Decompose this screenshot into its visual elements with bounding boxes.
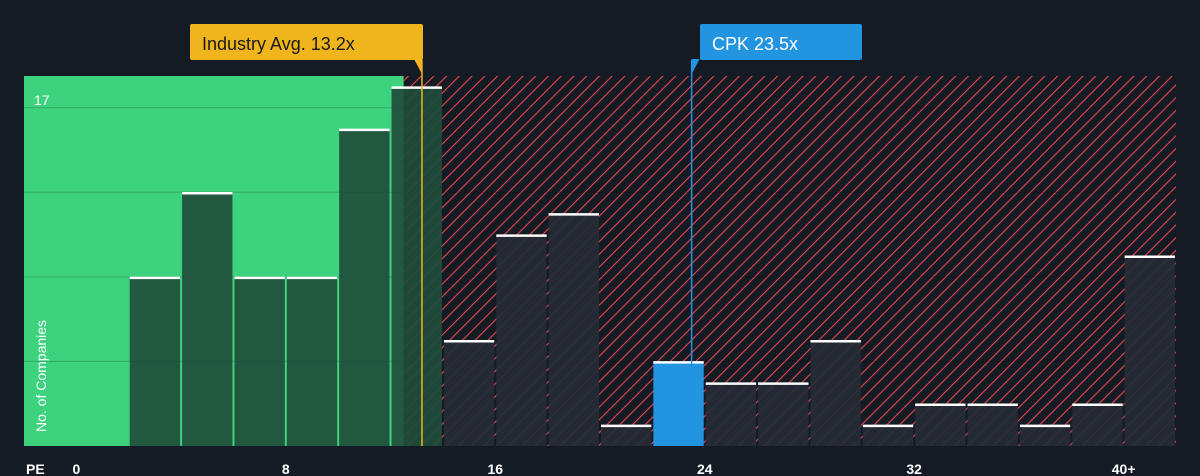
x-tick-label: 8 <box>282 461 290 476</box>
x-tick-label: 24 <box>697 461 713 476</box>
histogram-bar <box>182 192 233 446</box>
company-label: CPK 23.5x <box>712 34 798 54</box>
histogram-bar <box>286 276 338 446</box>
histogram-bar <box>601 424 652 446</box>
histogram-bar <box>758 382 809 446</box>
company-badge: CPK 23.5x <box>691 24 862 74</box>
histogram-bar <box>967 403 1018 446</box>
industry-avg-label: Industry Avg. 13.2x <box>202 34 355 54</box>
histogram-bar <box>548 213 599 446</box>
histogram-bar <box>810 340 861 446</box>
histogram-bar <box>1019 424 1071 446</box>
industry-avg-badge: Industry Avg. 13.2x <box>190 24 423 74</box>
y-max-label: 17 <box>34 92 50 108</box>
histogram-bar <box>391 86 442 447</box>
y-axis-label: No. of Companies <box>33 320 49 432</box>
x-tick-label: 16 <box>487 461 503 476</box>
histogram-bar <box>653 361 704 446</box>
x-tick-label: 32 <box>906 461 922 476</box>
x-tick-label: 40+ <box>1112 461 1136 476</box>
x-axis-label: PE <box>26 461 45 476</box>
histogram-bar <box>129 276 181 446</box>
histogram-bar <box>862 424 914 446</box>
histogram-bar <box>915 403 966 446</box>
histogram-bar <box>443 340 495 446</box>
histogram-bar <box>1124 255 1175 446</box>
histogram-bar <box>339 128 390 446</box>
x-tick-label: 0 <box>72 461 80 476</box>
histogram-bar <box>1072 403 1123 446</box>
histogram-bar <box>234 276 285 446</box>
histogram-bar <box>496 234 547 446</box>
histogram-bar <box>705 382 757 446</box>
